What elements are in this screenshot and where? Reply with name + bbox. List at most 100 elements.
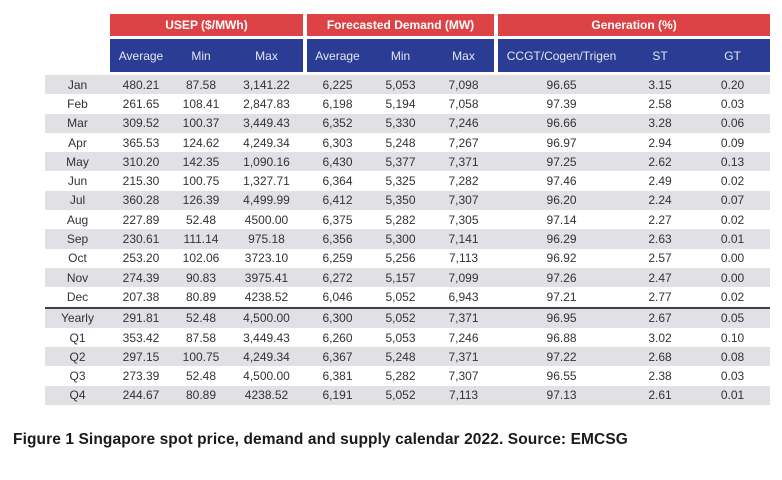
table-cell: 96.20 — [498, 190, 626, 211]
table-cell: 2.49 — [648, 174, 672, 189]
table-cell: 310.20 — [110, 152, 172, 172]
table-cell: 4,500.00 — [243, 369, 290, 384]
table-cell: 6,364 — [322, 174, 353, 189]
table-cell: 7,098 — [433, 75, 495, 95]
corner-cell — [45, 39, 110, 75]
group-gap — [494, 267, 499, 288]
row-label: Nov — [45, 267, 110, 288]
row-label: Q3 — [69, 369, 86, 384]
group-gap — [494, 347, 499, 367]
group-gap — [494, 39, 499, 75]
table-cell: 6,367 — [307, 347, 368, 367]
col-header-gt: GT — [695, 39, 771, 75]
table-cell: 7,113 — [448, 251, 479, 266]
table-cell: 100.75 — [182, 174, 220, 189]
row-label: Yearly — [45, 306, 110, 328]
table-cell: 4238.52 — [244, 289, 289, 304]
table-cell: 0.10 — [720, 330, 745, 345]
table-cell: 7,058 — [448, 96, 479, 111]
table-cell: 0.02 — [720, 212, 745, 227]
table-cell: 96.97 — [546, 135, 577, 150]
table-cell: 80.89 — [172, 385, 230, 406]
table-cell: 0.02 — [720, 174, 745, 189]
row-label: Jul — [45, 190, 110, 211]
col-header-usep-min: Min — [172, 39, 230, 75]
table-cell: 7,141 — [433, 229, 495, 249]
table-cell: 3723.10 — [244, 251, 289, 266]
table-cell: 97.39 — [546, 96, 577, 111]
table-cell: 4238.52 — [230, 385, 303, 406]
table-cell: 1,090.16 — [230, 152, 303, 172]
table-cell: 96.88 — [546, 330, 577, 345]
table-cell: 7,282 — [448, 174, 479, 189]
table-cell: 5,300 — [368, 229, 433, 249]
group-gap — [494, 306, 499, 328]
table-cell: 0.00 — [720, 251, 745, 266]
col-header-ccgt: CCGT/Cogen/Trigen — [498, 39, 626, 75]
table-cell: 5,053 — [385, 330, 416, 345]
table-row: Jun 215.30 100.75 1,327.71 6,364 5,325 7,282 97… — [45, 171, 770, 190]
row-label: May — [45, 152, 110, 172]
table-cell: 5,157 — [368, 267, 433, 288]
table-row: May 310.20 142.35 1,090.16 6,430 5,377 7,371 97… — [45, 152, 771, 172]
row-label: Oct — [68, 251, 87, 266]
table-cell: 5,377 — [368, 152, 433, 172]
table-cell: 6,356 — [307, 229, 368, 249]
table-cell: 7,267 — [448, 135, 479, 150]
table-cell: 2.94 — [648, 135, 672, 150]
table-cell: 6,300 — [307, 306, 368, 328]
table-cell: 0.20 — [695, 75, 771, 95]
table-cell: 3.15 — [625, 75, 696, 95]
table-cell: 6,943 — [448, 289, 479, 304]
col-header-usep-max: Max — [230, 39, 303, 75]
table-cell: 90.83 — [172, 267, 230, 288]
table-cell: 274.39 — [110, 267, 172, 288]
table-cell: 6,272 — [307, 267, 368, 288]
table-cell: 1,327.71 — [243, 174, 290, 189]
row-label: Q2 — [45, 347, 110, 367]
table-cell: 0.03 — [720, 369, 745, 384]
table-cell: 97.14 — [546, 212, 577, 227]
table-cell: 0.01 — [695, 229, 771, 249]
table-cell: 5,053 — [368, 75, 433, 95]
table-cell: 2.61 — [625, 385, 696, 406]
table-cell: 6,260 — [322, 330, 353, 345]
table-cell: 7,099 — [433, 267, 495, 288]
table-cell: 5,052 — [385, 289, 416, 304]
table-cell: 309.52 — [110, 113, 172, 133]
table-cell: 0.03 — [720, 96, 745, 111]
table-row: Q4 244.67 80.89 4238.52 6,191 5,052 7,113 97.13… — [45, 385, 771, 406]
col-header-demand-average: Average — [307, 39, 368, 75]
table-row: Mar 309.52 100.37 3,449.43 6,352 5,330 7,246 96… — [45, 113, 771, 133]
table-cell: 5,248 — [368, 347, 433, 367]
table-cell: 97.22 — [498, 347, 626, 367]
group-header-generation: Generation (%) — [498, 14, 771, 39]
col-header-demand-max: Max — [433, 39, 495, 75]
table-cell: 2.47 — [625, 267, 696, 288]
table-row: Q1 353.42 87.58 3,449.43 6,260 5,053 7,246 96.8… — [45, 328, 770, 347]
table-cell: 7,246 — [448, 330, 479, 345]
table-cell: 4500.00 — [244, 212, 289, 227]
table-cell: 3.28 — [625, 113, 696, 133]
table-cell: 480.21 — [110, 75, 172, 95]
col-header-st: ST — [625, 39, 696, 75]
table-cell: 6,412 — [307, 190, 368, 211]
table-cell: 2.63 — [625, 229, 696, 249]
group-gap — [303, 14, 307, 39]
table-cell: 207.38 — [122, 289, 160, 304]
table-cell: 0.13 — [695, 152, 771, 172]
group-gap — [303, 347, 307, 367]
table-cell: 6,225 — [307, 75, 368, 95]
group-gap — [303, 152, 307, 172]
table-cell: 0.06 — [695, 113, 771, 133]
group-gap — [303, 385, 307, 406]
table-cell: 2.62 — [625, 152, 696, 172]
row-label: Jun — [67, 174, 88, 189]
table-row: Dec 207.38 80.89 4238.52 6,046 5,052 6,943 97.2… — [45, 287, 770, 306]
group-gap — [303, 113, 307, 133]
group-gap — [494, 14, 499, 39]
table-cell: 6,352 — [307, 113, 368, 133]
group-gap — [303, 306, 307, 328]
table-cell: 0.02 — [720, 289, 745, 304]
table-cell: 97.25 — [498, 152, 626, 172]
